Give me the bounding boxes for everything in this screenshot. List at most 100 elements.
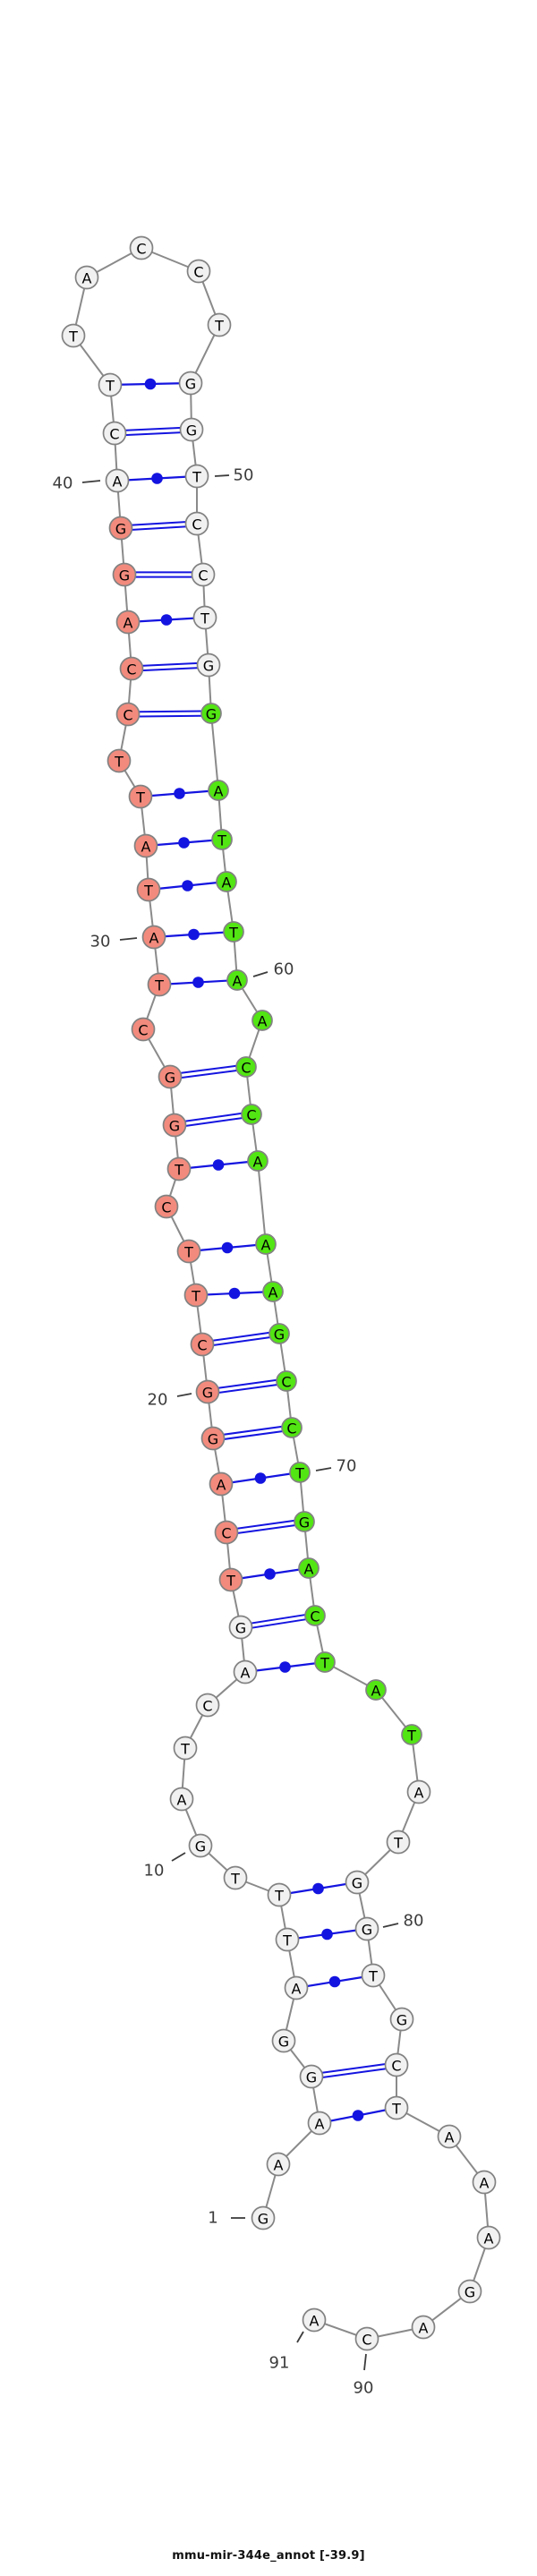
pair-bond xyxy=(213,1429,293,1442)
nucleotide-circle xyxy=(108,516,133,541)
nucleotide-circle xyxy=(207,312,232,337)
pair-bond xyxy=(131,661,209,668)
nucleotide-letter: T xyxy=(217,832,226,849)
nucleotide-circle xyxy=(173,1736,198,1761)
nucleotide-circle xyxy=(304,1605,326,1626)
nucleotide-letter: A xyxy=(292,1980,302,1997)
nucleotide-letter: C xyxy=(310,1608,320,1625)
position-label: 20 xyxy=(148,1391,168,1410)
nucleotide-circle xyxy=(276,1370,297,1392)
nucleotide-circle xyxy=(131,1017,156,1042)
nucleotide-circle xyxy=(188,1833,213,1858)
nucleotide-letter: T xyxy=(230,1870,240,1887)
pair-bond xyxy=(132,666,209,672)
nucleotide-circle xyxy=(361,1963,386,1988)
nucleotide-circle xyxy=(147,972,172,997)
nucleotide-circle xyxy=(162,1113,187,1138)
nucleotide-circle xyxy=(218,1567,243,1592)
pair-dot xyxy=(328,1975,341,1988)
nucleotide-circle xyxy=(255,1233,277,1255)
pair-bond xyxy=(207,1378,286,1391)
position-tick xyxy=(119,937,138,941)
pair-bond xyxy=(114,426,192,432)
nucleotide-circle xyxy=(105,468,130,493)
position-tick xyxy=(171,1852,186,1862)
nucleotide-letter: G xyxy=(202,1384,213,1401)
nucleotide-letter: C xyxy=(391,2057,401,2074)
nucleotide-circle xyxy=(386,1830,411,1855)
nucleotide-circle xyxy=(195,1693,220,1718)
nucleotide-letter: G xyxy=(185,375,196,392)
nucleotide-letter: C xyxy=(362,2331,371,2348)
position-tick xyxy=(296,2331,304,2343)
nucleotide-letter: G xyxy=(396,2011,407,2028)
nucleotide-circle xyxy=(281,1417,303,1438)
nucleotide-circle xyxy=(302,2307,327,2333)
position-tick xyxy=(315,1467,332,1471)
pair-bond xyxy=(127,710,211,713)
pair-dot xyxy=(144,378,157,390)
nucleotide-letter: A xyxy=(177,1791,187,1808)
nucleotide-circle xyxy=(183,1283,209,1308)
pair-dot xyxy=(228,1287,241,1300)
nucleotide-letter: C xyxy=(281,1373,291,1390)
nucleotide-circle xyxy=(228,1615,253,1640)
pair-bond xyxy=(311,2066,397,2080)
pair-bond xyxy=(241,1616,316,1631)
nucleotide-letter: G xyxy=(186,422,197,439)
nucleotide-letter: A xyxy=(149,929,159,946)
nucleotide-letter: A xyxy=(214,782,224,799)
pair-dot xyxy=(178,837,190,849)
nucleotide-circle xyxy=(275,1927,300,1952)
pair-dot xyxy=(264,1568,276,1580)
pair-bond xyxy=(201,1330,279,1343)
pair-dot xyxy=(188,928,200,941)
nucleotide-letter: A xyxy=(480,2174,490,2191)
nucleotide-circle xyxy=(115,702,141,727)
pair-dot xyxy=(212,1159,225,1171)
nucleotide-letter: G xyxy=(165,1069,175,1086)
nucleotide-letter: G xyxy=(206,705,217,722)
nucleotide-letter: A xyxy=(419,2319,429,2336)
nucleotide-letter: A xyxy=(268,1284,278,1301)
nucleotide-letter: A xyxy=(445,2128,455,2145)
nucleotide-letter: A xyxy=(274,2156,284,2173)
nucleotide-circle xyxy=(241,1104,262,1125)
nucleotide-circle xyxy=(115,610,141,635)
nucleotide-circle xyxy=(141,925,166,950)
position-label: 91 xyxy=(269,2354,290,2373)
nucleotide-circle xyxy=(195,1379,220,1404)
nucleotide-letter: C xyxy=(241,1059,251,1076)
nucleotide-circle xyxy=(401,1724,422,1745)
nucleotide-letter: G xyxy=(119,567,130,584)
pair-dot xyxy=(352,2110,364,2121)
position-tick xyxy=(81,480,101,483)
nucleotide-circle xyxy=(61,323,86,348)
nucleotide-circle xyxy=(298,1557,320,1579)
nucleotide-letter: T xyxy=(114,753,124,770)
nucleotide-letter: C xyxy=(202,1697,212,1714)
nucleotide-letter: T xyxy=(393,1834,403,1851)
backbone-segment xyxy=(210,712,219,791)
pair-bond xyxy=(170,1068,247,1080)
nucleotide-letter: A xyxy=(315,2115,325,2132)
nucleotide-letter: A xyxy=(304,1560,314,1577)
nucleotide-circle xyxy=(98,372,123,397)
nucleotide-circle xyxy=(166,1156,192,1181)
nucleotide-circle xyxy=(136,877,161,902)
nucleotide-letter: A xyxy=(141,838,151,855)
nucleotide-circle xyxy=(247,1150,268,1172)
nucleotide-letter: T xyxy=(191,1287,200,1304)
position-tick xyxy=(382,1923,399,1928)
nucleotide-circle xyxy=(223,921,244,943)
pair-bond xyxy=(120,520,197,527)
nucleotide-letter: A xyxy=(371,1682,381,1699)
nucleotide-letter: C xyxy=(193,263,203,280)
nucleotide-circle xyxy=(354,1916,379,1941)
nucleotide-circle xyxy=(200,1426,226,1451)
position-tick xyxy=(214,474,230,477)
nucleotide-circle xyxy=(457,2279,482,2304)
nucleotide-letter: G xyxy=(115,520,126,537)
pair-bond xyxy=(169,1063,246,1076)
